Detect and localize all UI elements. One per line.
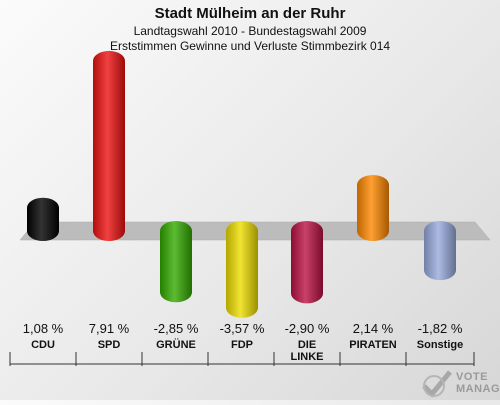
bar-fdp	[226, 221, 258, 318]
category-label: PIRATEN	[349, 339, 397, 351]
category-label: FDP	[231, 339, 253, 351]
category-label: SPD	[97, 339, 121, 351]
category-label: Sonstige	[416, 339, 464, 351]
value-label: 2,14 %	[352, 321, 394, 336]
value-label: 1,08 %	[22, 321, 64, 336]
checkmark-icon	[422, 370, 452, 398]
bar-piraten	[357, 174, 389, 241]
watermark-line-1: VOTE	[456, 371, 488, 383]
bar-die-linke	[291, 221, 323, 304]
watermark-line-2: MANAGER	[456, 383, 500, 395]
bar-cdu	[27, 197, 59, 241]
bar-grüne	[160, 221, 192, 303]
chart-subtitle-2: Erststimmen Gewinne und Verluste Stimmbe…	[109, 39, 391, 53]
chart-subtitle-1: Landtagswahl 2010 - Bundestagswahl 2009	[133, 24, 367, 38]
category-label: DIE LINKE	[290, 339, 324, 363]
value-label: -2,85 %	[153, 321, 199, 336]
category-label: GRÜNE	[156, 339, 196, 351]
value-label: -2,90 %	[284, 321, 330, 336]
value-label: 7,91 %	[88, 321, 130, 336]
bar-sonstige	[424, 221, 456, 281]
chart-title: Stadt Mülheim an der Ruhr	[154, 5, 346, 22]
value-label: -3,57 %	[219, 321, 265, 336]
bar-spd	[93, 50, 125, 242]
category-label: CDU	[31, 339, 55, 351]
value-label: -1,82 %	[417, 321, 463, 336]
vote-manager-logo: VOTE MANAGER	[420, 368, 500, 400]
